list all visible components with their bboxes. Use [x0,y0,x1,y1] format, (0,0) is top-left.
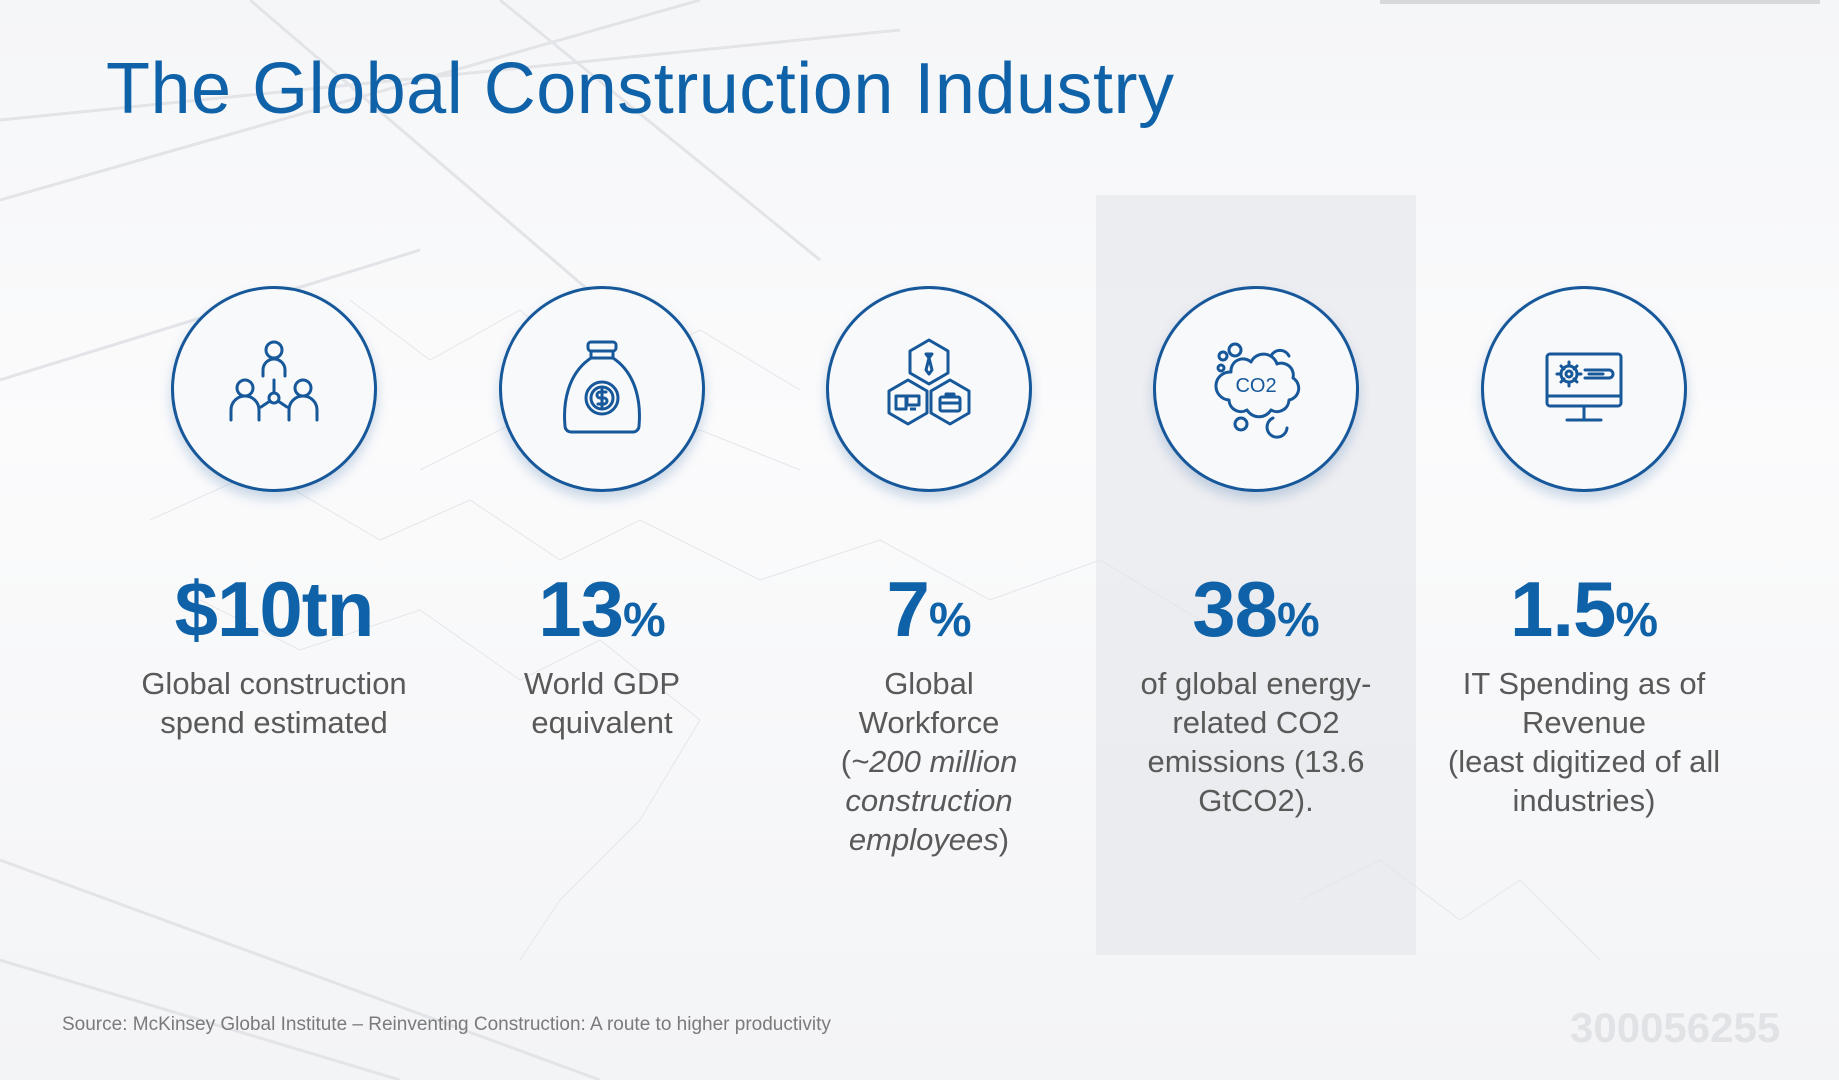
stat-number: 7 [886,565,929,653]
stat-value: $10tn [114,564,434,653]
desc-line: spend estimated [160,705,388,740]
stat-unit: % [928,594,972,647]
slide-title: The Global Construction Industry [106,49,1175,129]
co2-label: CO2 [1235,375,1276,397]
stat-description: Global construction spend estimated [114,664,434,742]
monitor-settings-icon [1545,352,1623,422]
desc-line: Workforce [858,705,1000,740]
desc-line: equivalent [531,705,673,740]
stat-number: 38 [1192,565,1278,653]
desc-line: (least digitized of all [1447,744,1721,779]
workforce-hexagon-icon [887,338,971,426]
desc-line: Revenue [1521,705,1647,740]
desc-line-italic: (~200 million [769,742,1089,781]
stat-it-spending: 1.5% IT Spending as of Revenue (least di… [1424,286,1744,820]
stat-description: of global energy- related CO2 emissions … [1096,664,1416,820]
stat-value: 38% [1096,564,1416,653]
desc-line: emissions (13.6 [1147,744,1365,779]
stat-value: 13% [442,564,762,653]
desc-line: World GDP [523,666,681,701]
money-bag-icon [563,340,641,434]
stat-world-gdp: 13% World GDP equivalent [442,286,762,742]
italic-text: employees [848,822,999,857]
stat-co2-emissions: CO2 38% of global energy- related CO2 em… [1096,286,1416,820]
stat-value: 7% [769,564,1089,653]
stat-number: $10tn [174,565,375,653]
stock-watermark: 300056255 [1570,1004,1781,1051]
stat-icon-circle: CO2 [1153,286,1359,492]
desc-line: GtCO2). [1198,783,1314,818]
stat-icon-circle [171,286,377,492]
team-network-icon [229,340,319,422]
paren-open: ( [840,744,852,779]
italic-text: ~200 million [851,744,1018,779]
stat-description: World GDP equivalent [442,664,762,742]
desc-line: related CO2 [1172,705,1340,740]
stat-value: 1.5% [1424,564,1744,653]
top-bar-decoration [1380,0,1820,4]
desc-line: Global construction [141,666,407,701]
source-citation: Source: McKinsey Global Institute – Rein… [62,1014,831,1035]
stat-global-workforce: 7% Global Workforce (~200 million constr… [769,286,1089,859]
stat-icon-circle [499,286,705,492]
stat-unit: % [1277,594,1320,647]
stat-unit: % [623,594,666,647]
desc-line: IT Spending as of [1462,666,1706,701]
stat-icon-circle [826,286,1032,492]
co2-cloud-icon: CO2 [1214,342,1301,439]
paren-close: ) [998,822,1010,857]
stat-number: 13 [538,565,624,653]
desc-line-italic: construction [845,783,1013,818]
stat-unit: % [1615,594,1659,647]
desc-line: of global energy- [1140,666,1372,701]
stat-construction-spend: $10tn Global construction spend estimate… [114,286,434,742]
stat-description: Global Workforce (~200 million construct… [769,664,1089,859]
desc-line-italic: employees) [769,820,1089,859]
desc-line: Global [884,666,974,701]
stat-icon-circle [1481,286,1687,492]
stat-description: IT Spending as of Revenue (least digitiz… [1424,664,1744,820]
stat-number: 1.5 [1509,565,1616,653]
desc-line: industries) [1512,783,1656,818]
